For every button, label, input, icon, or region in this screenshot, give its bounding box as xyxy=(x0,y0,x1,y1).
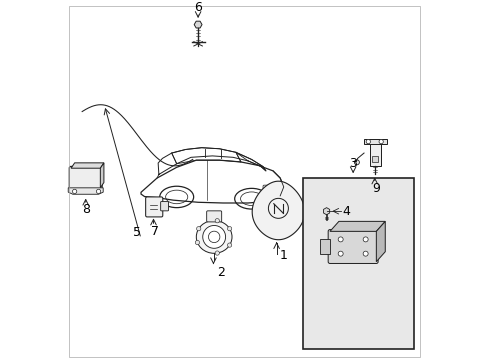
FancyBboxPatch shape xyxy=(69,166,102,190)
Circle shape xyxy=(363,237,367,242)
Text: 7: 7 xyxy=(150,225,158,238)
FancyBboxPatch shape xyxy=(327,230,377,264)
Circle shape xyxy=(366,139,370,144)
Circle shape xyxy=(195,240,199,245)
Polygon shape xyxy=(68,188,103,194)
Circle shape xyxy=(215,251,219,255)
Polygon shape xyxy=(100,163,103,188)
Circle shape xyxy=(354,160,359,165)
Bar xyxy=(371,156,378,162)
Text: 6: 6 xyxy=(194,1,202,14)
Circle shape xyxy=(96,189,101,194)
Circle shape xyxy=(227,226,231,231)
FancyBboxPatch shape xyxy=(145,197,163,217)
Bar xyxy=(370,142,380,166)
Text: 9: 9 xyxy=(372,182,380,195)
Polygon shape xyxy=(376,221,385,262)
Polygon shape xyxy=(323,208,329,215)
Circle shape xyxy=(196,226,201,231)
Polygon shape xyxy=(194,21,202,28)
Text: 2: 2 xyxy=(217,266,225,279)
FancyBboxPatch shape xyxy=(206,211,221,222)
Polygon shape xyxy=(319,239,329,254)
Text: 3: 3 xyxy=(348,157,356,170)
Circle shape xyxy=(363,251,367,256)
Circle shape xyxy=(378,139,383,144)
Text: 1: 1 xyxy=(279,249,287,262)
Polygon shape xyxy=(329,221,385,231)
Circle shape xyxy=(338,237,343,242)
Circle shape xyxy=(215,219,219,223)
Circle shape xyxy=(227,243,231,247)
Circle shape xyxy=(203,225,225,248)
Bar xyxy=(363,139,386,144)
Ellipse shape xyxy=(196,220,231,253)
Text: 5: 5 xyxy=(133,226,141,239)
Bar xyxy=(303,178,413,349)
Circle shape xyxy=(338,251,343,256)
Circle shape xyxy=(72,189,77,194)
Text: 8: 8 xyxy=(81,203,89,216)
Polygon shape xyxy=(71,163,103,168)
Text: 4: 4 xyxy=(342,205,349,218)
FancyBboxPatch shape xyxy=(161,202,168,211)
Polygon shape xyxy=(252,181,304,240)
